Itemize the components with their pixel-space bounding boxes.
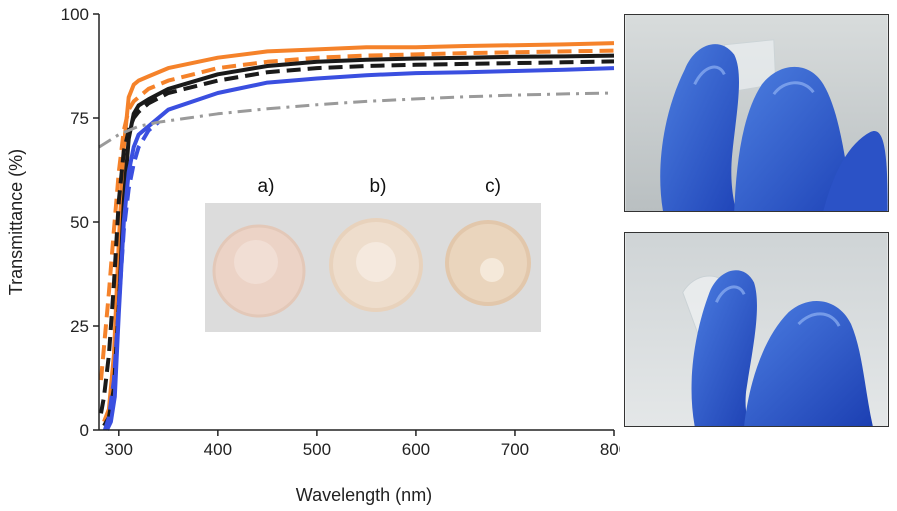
y-tick-label: 25 — [70, 317, 89, 336]
x-tick-label: 300 — [105, 440, 133, 459]
disc-b-highlight — [356, 242, 396, 282]
series-line-2 — [99, 48, 615, 381]
transmittance-chart: a) b) c) 300 400 500 600 700 800 0 25 50 75 100 Wa… — [6, 5, 620, 505]
photo-flexible-film-held — [624, 14, 889, 212]
x-tick-label: 800 — [600, 440, 620, 459]
series-layer — [98, 41, 615, 431]
x-tick-label: 400 — [204, 440, 232, 459]
x-tick-label: 500 — [303, 440, 331, 459]
photo-flexible-film-bent — [624, 232, 889, 427]
x-tick-label: 700 — [501, 440, 529, 459]
series-line-7 — [98, 91, 615, 149]
sample-label-b: b) — [370, 176, 387, 197]
y-tick-label: 75 — [70, 109, 89, 128]
y-tick-label: 100 — [61, 5, 89, 24]
sample-label-a: a) — [258, 176, 275, 197]
x-tick-label: 600 — [402, 440, 430, 459]
sample-label-c: c) — [485, 176, 501, 197]
disc-c-highlight — [480, 258, 504, 282]
axes-layer: 300 400 500 600 700 800 0 25 50 75 100 — [61, 5, 620, 459]
series-line-1 — [102, 41, 615, 423]
inset-photo-discs: a) b) c) — [205, 176, 541, 332]
disc-a-highlight — [234, 240, 278, 284]
photo-top-drawing — [625, 15, 888, 211]
y-tick-label: 50 — [70, 213, 89, 232]
x-axis-label: Wavelength (nm) — [296, 485, 432, 505]
series-line-4 — [99, 59, 615, 414]
series-line-6 — [102, 120, 160, 431]
y-tick-label: 0 — [80, 421, 89, 440]
photo-bottom-drawing — [625, 233, 888, 426]
y-axis-label: Transmittance (%) — [6, 149, 26, 295]
